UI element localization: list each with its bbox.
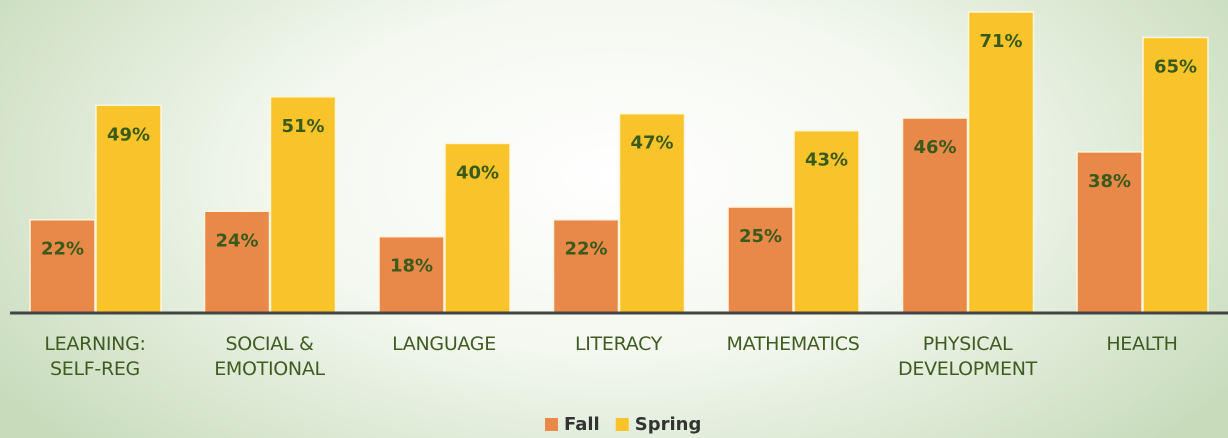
- legend-label: Fall: [564, 414, 600, 435]
- value-label: 25%: [739, 226, 782, 247]
- bar: [1076, 151, 1143, 314]
- x-tick-label: MATHEMATICS: [726, 333, 860, 355]
- x-tick-label: PHYSICAL DEVELOPMENT: [898, 333, 1037, 380]
- legend-swatch: [545, 418, 558, 431]
- legend-swatch: [615, 418, 629, 431]
- x-tick-label: LEARNING: SELF-REG: [44, 333, 146, 380]
- bar: [1142, 36, 1209, 314]
- value-label: 43%: [805, 150, 848, 171]
- bar: [378, 235, 445, 314]
- legend-label: Spring: [635, 414, 702, 435]
- bar: [29, 218, 96, 314]
- value-label: 18%: [390, 256, 433, 277]
- bar: [269, 96, 337, 314]
- value-label: 46%: [913, 137, 956, 158]
- x-tick-label: LITERACY: [574, 333, 663, 355]
- value-label: 47%: [630, 133, 673, 154]
- value-label: 65%: [1154, 56, 1197, 77]
- bar: [552, 218, 620, 314]
- value-label: 38%: [1088, 171, 1131, 192]
- value-label: 40%: [456, 162, 499, 183]
- bar: [967, 11, 1035, 314]
- x-tick-label: HEALTH: [1106, 333, 1178, 355]
- bar: [203, 210, 271, 314]
- bar: [727, 206, 794, 314]
- value-label: 71%: [979, 31, 1022, 52]
- x-tick-label: LANGUAGE: [392, 333, 496, 355]
- bar: [444, 142, 511, 314]
- bar: [618, 112, 686, 314]
- bar: [793, 129, 860, 314]
- x-tick-label: SOCIAL & EMOTIONAL: [214, 333, 325, 380]
- value-label: 22%: [564, 239, 607, 260]
- value-label: 22%: [41, 239, 84, 260]
- value-label: 24%: [215, 230, 258, 251]
- value-label: 49%: [107, 124, 150, 145]
- value-label: 51%: [281, 116, 324, 137]
